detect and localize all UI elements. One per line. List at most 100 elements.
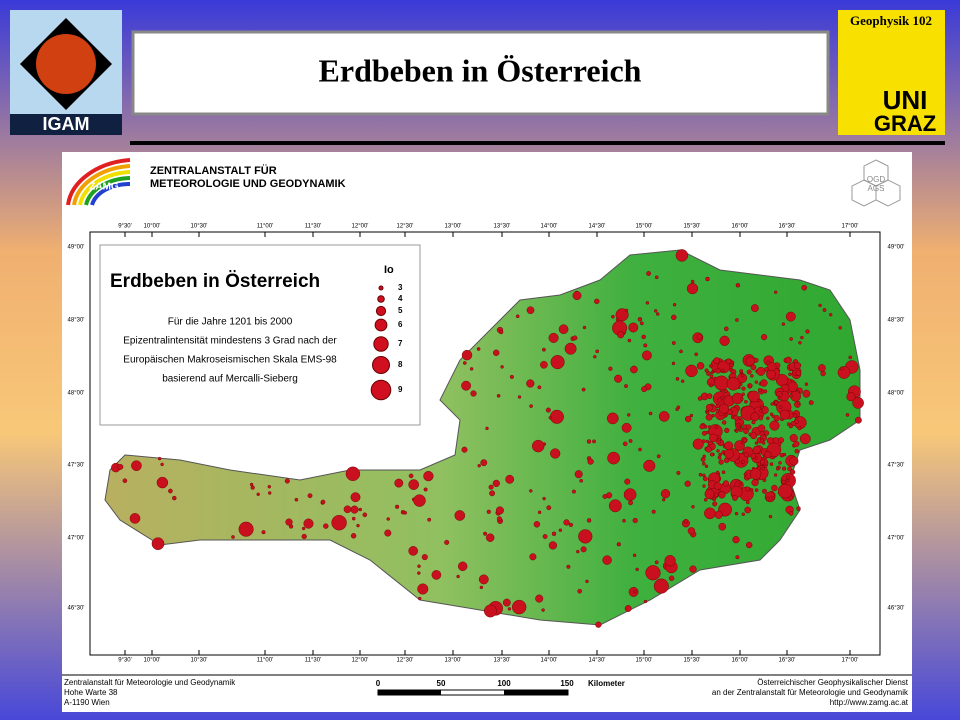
epicenter [632,517,638,524]
epicenter [685,364,698,378]
longitude-label: 15°00' [636,658,653,664]
latitude-label: 47°30' [888,463,905,469]
epicenter [675,377,680,381]
epicenter [623,488,637,501]
epicenter [533,521,541,528]
epicenter [700,457,706,462]
epicenter [767,362,777,372]
epicenter [820,370,826,377]
epicenter [768,514,773,519]
epicenter [641,386,648,393]
epicenter [718,452,723,457]
epicenter [702,454,706,458]
scale-label: 150 [560,679,574,688]
epicenter [627,338,632,343]
epicenter [745,356,755,366]
epicenter [707,425,712,429]
legend-intensity: 3 [398,283,403,292]
epicenter [581,387,586,392]
footer-right: an der Zentralanstalt für Meteorologie u… [712,688,909,697]
epicenter [608,499,622,513]
epicenter [840,366,844,371]
longitude-label: 12°00' [352,224,369,230]
epicenter [740,373,745,377]
epicenter [564,342,577,355]
epicenter [418,596,422,601]
legend-intensity: 5 [398,306,403,315]
epicenter [320,499,326,505]
epicenter [846,392,856,402]
epicenter [778,437,785,444]
epicenter [744,399,748,404]
epicenter [417,583,429,595]
epicenter [526,379,535,388]
zamg-logo [66,158,131,206]
epicenter [622,518,626,523]
epicenter [732,495,738,501]
epicenter [576,549,580,554]
epicenter [749,468,762,480]
epicenter [500,365,504,369]
epicenter [551,531,557,536]
epicenter [417,564,421,568]
legend-intensity: 9 [398,385,403,394]
legend-intensity: 8 [398,360,403,369]
longitude-label: 13°00' [445,224,462,230]
epicenter [796,506,801,511]
latitude-label: 47°00' [68,536,85,542]
longitude-label: 14°00' [541,658,558,664]
epicenter [408,546,419,556]
epicenter [754,380,758,384]
epicenter [624,308,629,313]
epicenter [608,366,613,371]
epicenter [550,355,565,370]
epicenter [578,529,593,544]
epicenter [486,509,491,514]
epicenter [796,401,801,405]
epicenter [526,306,535,315]
epicenter [737,373,747,383]
scale-unit: Kilometer [588,679,625,688]
epicenter [763,389,768,394]
legend-symbol [374,318,388,332]
epicenter [848,355,853,360]
epicenter [764,464,768,468]
epicenter [685,415,692,423]
epicenter [632,553,637,557]
latitude-label: 48°30' [888,318,905,324]
longitude-label: 11°30' [305,224,321,230]
epicenter [611,314,615,319]
epicenter [627,413,631,417]
epicenter [548,332,559,343]
epicenter [529,489,533,493]
epicenter [301,533,307,540]
epicenter [692,438,704,450]
epicenter [579,478,584,483]
epicenter [765,496,771,501]
epicenter [760,379,768,387]
epicenter [760,405,764,409]
scale-segment [378,690,441,695]
epicenter [740,459,745,464]
epicenter [691,505,695,509]
epicenter [462,361,467,365]
epicenter [617,331,625,339]
epicenter [587,458,594,465]
epicenter [546,505,552,511]
epicenter [122,478,128,484]
longitude-label: 14°30' [589,224,606,230]
epicenter [746,541,753,549]
epicenter [683,518,689,524]
epicenter [735,283,741,288]
igam-globe [36,34,96,94]
longitude-label: 10°30' [191,224,208,230]
epicenter [558,324,569,335]
epicenter [267,485,271,489]
epicenter [417,571,421,575]
longitude-label: 10°00' [144,224,161,230]
epicenter [794,362,802,370]
longitude-label: 11°00' [257,224,273,230]
epicenter [431,570,442,580]
epicenter [577,588,583,594]
epicenter [751,304,759,312]
